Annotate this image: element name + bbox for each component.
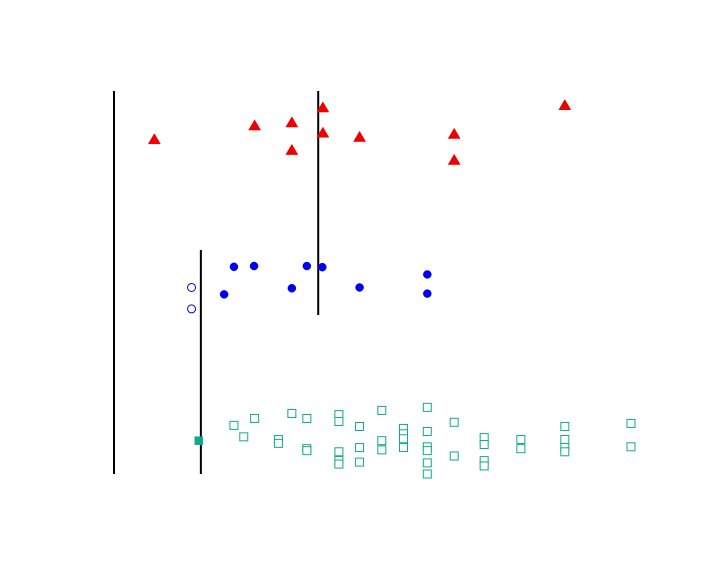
circle-point-s2-3 xyxy=(302,261,312,271)
square-point-s5-20 xyxy=(377,445,387,455)
circle-point-s3-2 xyxy=(187,304,197,314)
square-point-s5-16 xyxy=(355,443,365,453)
square-point-s5-5 xyxy=(273,438,283,448)
square-point-s5-29 xyxy=(422,458,432,468)
triangle-point-s1-1 xyxy=(147,133,161,145)
square-point-s5-34 xyxy=(479,440,489,450)
triangle-point-s1-4 xyxy=(316,101,330,113)
circle-point-s2-9 xyxy=(423,289,432,298)
square-point-s5-18 xyxy=(377,405,387,415)
square-point-s5-38 xyxy=(516,444,526,454)
triangle-point-s1-7 xyxy=(285,143,299,155)
circle-point-s2-7 xyxy=(287,283,297,293)
triangle-point-s1-2 xyxy=(248,119,262,131)
square-point-s5-43 xyxy=(626,418,636,428)
circle-point-s2-8 xyxy=(355,283,364,292)
triangle-point-s1-10 xyxy=(558,99,572,111)
circle-point-s2-6 xyxy=(219,290,229,299)
square-point-s5-44 xyxy=(626,442,636,452)
square-point-s5-40 xyxy=(560,435,570,445)
square-point-s5-6 xyxy=(287,408,297,418)
data-points xyxy=(147,99,636,479)
square-point-s4-1 xyxy=(194,436,204,445)
square-point-s5-28 xyxy=(422,446,432,456)
triangle-point-s1-3 xyxy=(285,116,299,128)
circle-point-s3-1 xyxy=(187,282,197,292)
square-point-s5-7 xyxy=(302,413,312,423)
square-point-s5-26 xyxy=(422,426,432,436)
triangle-point-s1-9 xyxy=(447,153,461,165)
square-point-s5-30 xyxy=(422,469,432,479)
triangle-point-s1-5 xyxy=(316,126,330,138)
square-point-s5-2 xyxy=(239,432,249,442)
square-point-s5-39 xyxy=(560,422,570,432)
square-point-s5-9 xyxy=(302,446,312,456)
square-point-s5-42 xyxy=(560,447,570,457)
square-point-s5-31 xyxy=(449,417,459,427)
square-point-s5-3 xyxy=(250,413,260,423)
triangle-point-s1-6 xyxy=(353,130,367,142)
square-point-s5-12 xyxy=(334,447,344,457)
square-point-s5-19 xyxy=(377,436,387,446)
square-point-s5-17 xyxy=(355,457,365,467)
circle-point-s2-4 xyxy=(318,262,327,272)
square-point-s5-32 xyxy=(449,451,459,461)
triangle-point-s1-8 xyxy=(447,127,461,139)
circle-point-s2-5 xyxy=(423,270,432,279)
square-point-s5-23 xyxy=(399,434,409,444)
square-point-s5-14 xyxy=(334,459,344,469)
square-point-s5-15 xyxy=(355,422,365,432)
square-point-s5-25 xyxy=(422,402,432,412)
circle-point-s2-2 xyxy=(249,261,259,271)
square-point-s5-36 xyxy=(479,461,489,471)
square-point-s5-11 xyxy=(334,417,344,427)
square-point-s5-1 xyxy=(229,420,239,430)
square-point-s5-37 xyxy=(516,435,526,445)
circle-point-s2-1 xyxy=(229,262,239,272)
square-point-s5-24 xyxy=(399,443,409,453)
